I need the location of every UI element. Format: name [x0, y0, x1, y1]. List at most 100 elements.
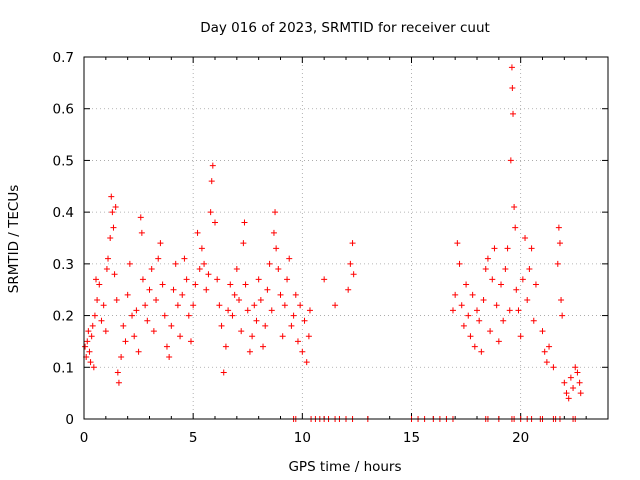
- data-point: [332, 302, 339, 309]
- data-point: [567, 374, 574, 381]
- data-point: [510, 110, 517, 117]
- x-tick-label: 15: [403, 430, 420, 446]
- data-point: [502, 266, 509, 273]
- data-point: [174, 302, 181, 309]
- data-point: [576, 379, 583, 386]
- data-point: [241, 219, 248, 226]
- data-point: [236, 297, 243, 304]
- data-point: [115, 379, 122, 386]
- data-point: [84, 338, 91, 345]
- data-point: [554, 260, 561, 267]
- data-point: [168, 322, 175, 329]
- data-point: [270, 229, 277, 236]
- data-point: [268, 307, 275, 314]
- data-point: [82, 343, 89, 350]
- data-point: [260, 343, 267, 350]
- data-point: [498, 281, 505, 288]
- data-point: [249, 333, 256, 340]
- x-tick-label: 10: [294, 430, 311, 446]
- data-point: [565, 395, 572, 402]
- data-point: [89, 322, 96, 329]
- data-point: [225, 307, 232, 314]
- data-point: [114, 369, 121, 376]
- data-point: [264, 286, 271, 293]
- y-tick-label: 0.2: [53, 309, 74, 325]
- data-point: [539, 328, 546, 335]
- data-point: [142, 302, 149, 309]
- data-point: [251, 302, 258, 309]
- y-tick-label: 0.5: [53, 153, 74, 169]
- data-point: [214, 276, 221, 283]
- data-point: [103, 266, 110, 273]
- data-point: [511, 203, 518, 210]
- data-point: [244, 307, 251, 314]
- data-point: [93, 276, 100, 283]
- data-point: [209, 162, 216, 169]
- data-point: [467, 333, 474, 340]
- data-point: [216, 302, 223, 309]
- data-point: [524, 297, 531, 304]
- data-point: [139, 276, 146, 283]
- data-point: [275, 266, 282, 273]
- data-point: [187, 338, 194, 345]
- data-point: [131, 333, 138, 340]
- data-point: [561, 379, 568, 386]
- data-point: [129, 312, 136, 319]
- data-point: [102, 328, 109, 335]
- data-point: [452, 291, 459, 298]
- x-tick-label: 5: [189, 430, 198, 446]
- data-point: [166, 353, 173, 360]
- data-point: [487, 328, 494, 335]
- data-point: [515, 307, 522, 314]
- data-point: [281, 302, 288, 309]
- data-point: [347, 260, 354, 267]
- data-point: [266, 260, 273, 267]
- chart-title: Day 016 of 2023, SRMTID for receiver cuu…: [200, 20, 490, 36]
- data-point: [284, 276, 291, 283]
- data-point: [159, 281, 166, 288]
- data-point: [205, 271, 212, 278]
- axis-ticks: 0 5 10 15 20 0 0.1 0.2 0.3 0.4 0.5 0.6 0.7: [53, 50, 609, 446]
- data-point: [255, 276, 262, 283]
- data-point: [460, 322, 467, 329]
- data-point: [212, 219, 218, 226]
- data-point: [303, 359, 310, 366]
- data-point: [109, 209, 116, 216]
- data-point: [577, 390, 584, 397]
- data-point: [88, 333, 95, 340]
- data-point: [493, 302, 500, 309]
- data-point: [257, 297, 264, 304]
- plot-frame: [83, 56, 609, 420]
- data-point: [504, 245, 511, 252]
- data-point: [321, 276, 328, 283]
- data-point: [471, 343, 478, 350]
- data-point: [454, 240, 461, 247]
- data-point: [179, 291, 186, 298]
- data-point: [272, 209, 279, 216]
- x-tick-label: 20: [512, 430, 529, 446]
- data-point: [463, 281, 470, 288]
- data-point: [349, 240, 356, 247]
- data-point: [476, 317, 483, 324]
- data-point: [526, 266, 533, 273]
- data-point: [482, 266, 489, 273]
- x-axis-label: GPS time / hours: [288, 459, 401, 475]
- data-point: [480, 297, 487, 304]
- data-point: [489, 276, 496, 283]
- data-point: [543, 359, 550, 366]
- data-point: [509, 85, 516, 92]
- data-point: [161, 312, 168, 319]
- data-point: [288, 322, 295, 329]
- data-point: [456, 260, 463, 267]
- data-point: [478, 348, 485, 355]
- data-point: [138, 229, 145, 236]
- data-point: [192, 281, 199, 288]
- data-point: [517, 333, 524, 340]
- data-point: [190, 302, 197, 309]
- data-point: [279, 333, 286, 340]
- data-point: [124, 291, 131, 298]
- data-point: [558, 297, 565, 304]
- data-point: [530, 317, 537, 324]
- data-point: [495, 338, 502, 345]
- data-point: [177, 333, 184, 340]
